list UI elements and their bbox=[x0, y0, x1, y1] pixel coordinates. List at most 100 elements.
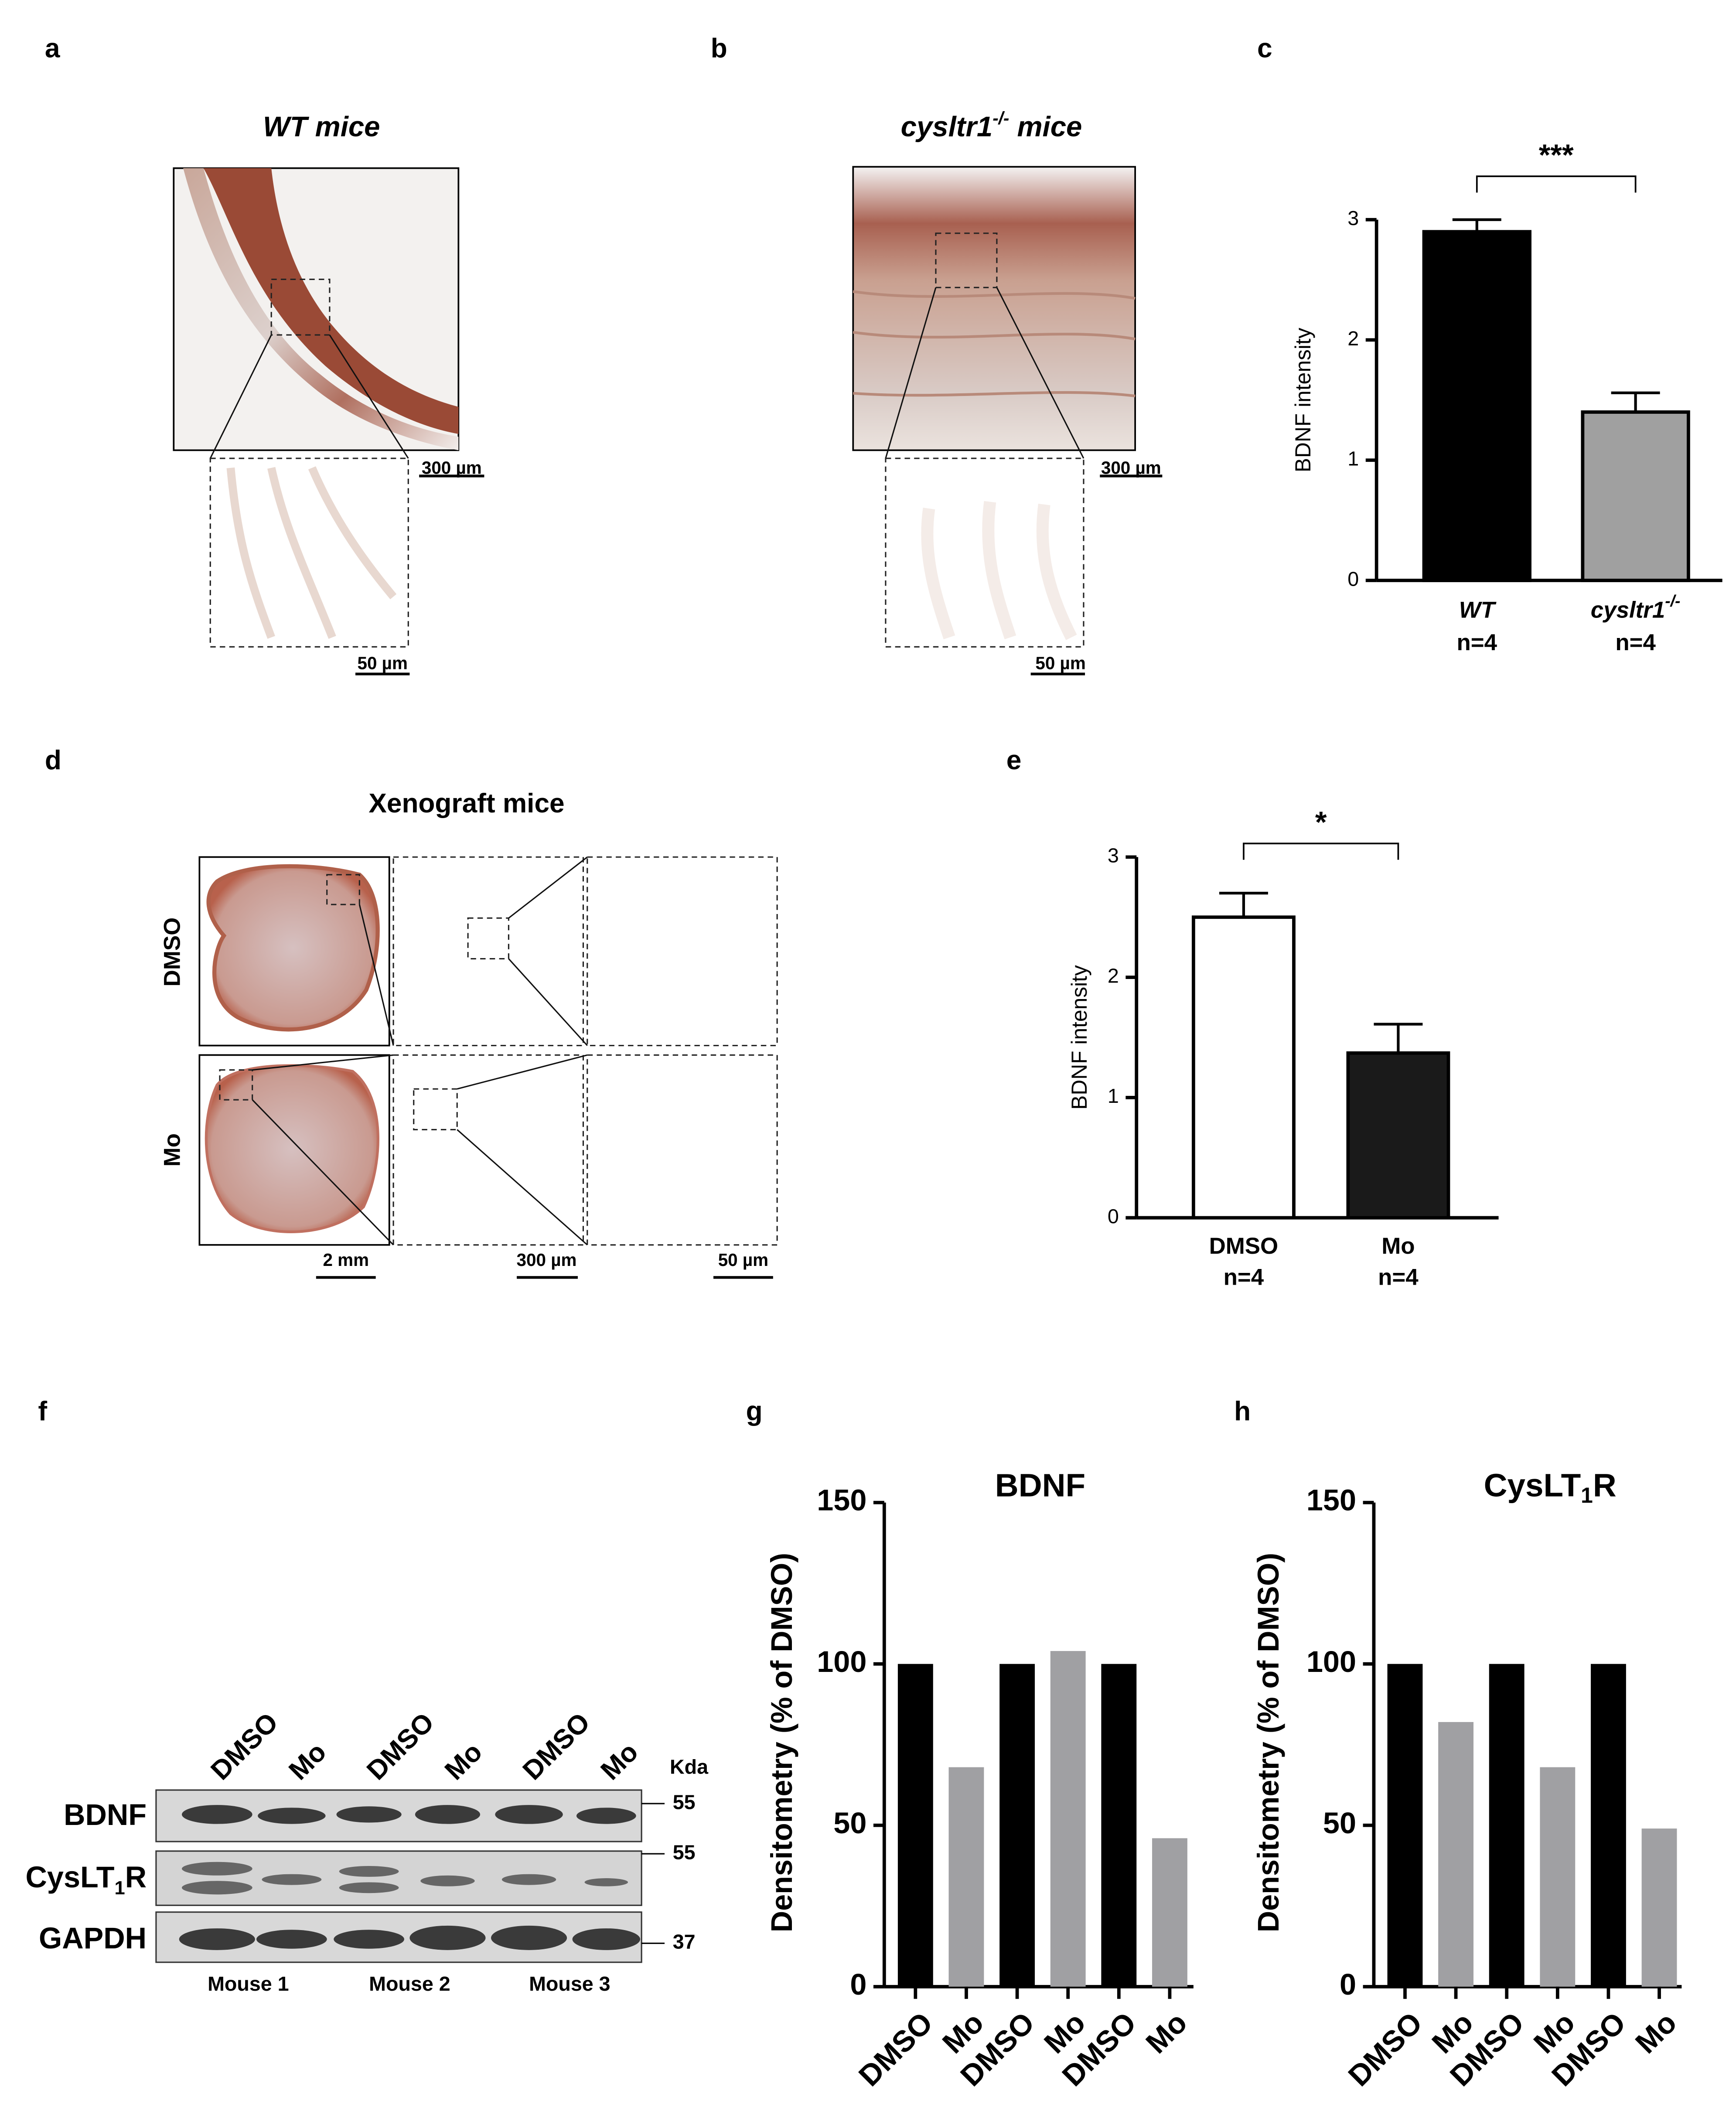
panel-label: a bbox=[45, 33, 60, 63]
bar bbox=[1581, 410, 1690, 582]
sample-size: n=4 bbox=[1224, 1264, 1264, 1290]
x-tick-label: DMSO bbox=[853, 2006, 939, 2093]
lane-label: DMSO bbox=[205, 1707, 284, 1786]
mouse-label: Mouse 1 bbox=[208, 1972, 289, 1995]
bar bbox=[1591, 1664, 1626, 1987]
chart-title: BDNF bbox=[995, 1467, 1085, 1503]
scale-bar-label: 2 mm bbox=[323, 1250, 369, 1270]
bar bbox=[897, 1664, 933, 1987]
micrograph-title-part: -/- bbox=[992, 108, 1009, 128]
bar bbox=[999, 1664, 1035, 1987]
scale-bar-label: 50 µm bbox=[718, 1250, 768, 1270]
band-label-part: 1 bbox=[114, 1877, 125, 1898]
chart-title-part: BDNF bbox=[995, 1467, 1085, 1503]
lane-label: Mo bbox=[283, 1737, 332, 1786]
significance-label: *** bbox=[1539, 139, 1574, 172]
y-tick-label: 2 bbox=[1108, 964, 1119, 987]
mouse-label: Mouse 3 bbox=[529, 1972, 610, 1995]
x-tick-label-part: DMSO bbox=[1342, 2006, 1429, 2093]
y-axis-title: Densitometry (% of DMSO) bbox=[1252, 1553, 1285, 1932]
sample-size: n=4 bbox=[1457, 630, 1497, 655]
micrograph-title-part: mice bbox=[1009, 111, 1082, 143]
y-tick-label: 2 bbox=[1347, 327, 1359, 350]
chart-title-part: R bbox=[1593, 1467, 1617, 1503]
sample-size: n=4 bbox=[1378, 1264, 1419, 1290]
y-tick-label: 50 bbox=[1323, 1807, 1356, 1840]
y-axis-title: Densitometry (% of DMSO) bbox=[765, 1553, 798, 1932]
mouse-label: Mouse 2 bbox=[369, 1972, 450, 1995]
panel-label: e bbox=[1006, 745, 1022, 775]
x-tick-label: WT bbox=[1459, 597, 1497, 623]
x-tick-label: cysltr1-/- bbox=[1591, 592, 1681, 623]
x-tick-label: Mo bbox=[1139, 2006, 1194, 2060]
y-tick-label: 50 bbox=[833, 1807, 866, 1840]
sample-size: n=4 bbox=[1615, 630, 1656, 655]
band-label: CysLT1R bbox=[26, 1861, 147, 1898]
error-bar bbox=[1452, 218, 1501, 232]
panel-label: b bbox=[711, 33, 727, 63]
bar bbox=[1540, 1767, 1576, 1987]
micrograph-a bbox=[173, 167, 484, 675]
bar bbox=[1422, 230, 1531, 582]
scale-bar-label: 300 µm bbox=[422, 458, 482, 478]
chart-title-part: CysLT bbox=[1484, 1467, 1581, 1503]
bar bbox=[1438, 1722, 1474, 1987]
band-label-part: CysLT bbox=[26, 1861, 115, 1894]
band-label: GAPDH bbox=[39, 1922, 147, 1955]
y-axis-title: BDNF intensity bbox=[1291, 327, 1315, 472]
scale-bar-label: 50 µm bbox=[1035, 653, 1085, 673]
marker-label: 55 bbox=[673, 1841, 696, 1863]
row-label: Mo bbox=[159, 1133, 185, 1167]
panel-label: d bbox=[45, 745, 61, 775]
significance-bracket bbox=[1476, 175, 1637, 193]
x-tick-label-part: Mo bbox=[1629, 2006, 1683, 2060]
lane-label: DMSO bbox=[517, 1707, 596, 1786]
micrograph-d bbox=[198, 856, 778, 1279]
panel-label: g bbox=[746, 1396, 763, 1426]
x-tick-label-part: DMSO bbox=[853, 2006, 939, 2093]
significance-bracket bbox=[1243, 842, 1399, 860]
micrograph-title-part: WT mice bbox=[263, 111, 380, 143]
band-label-part: GAPDH bbox=[39, 1922, 147, 1955]
significance-label: * bbox=[1315, 806, 1327, 839]
bar bbox=[1387, 1664, 1423, 1987]
chart-title-part: 1 bbox=[1581, 1483, 1593, 1508]
scale-bar-label: 300 µm bbox=[1101, 458, 1161, 478]
band-label-part: R bbox=[125, 1861, 147, 1894]
band-label-part: BDNF bbox=[64, 1798, 147, 1832]
panel-label: f bbox=[38, 1396, 47, 1426]
panel-label: c bbox=[1257, 33, 1272, 63]
bar bbox=[1050, 1651, 1086, 1987]
error-bar bbox=[1611, 391, 1660, 412]
micrograph-b bbox=[852, 166, 1163, 675]
band-label: BDNF bbox=[64, 1798, 147, 1832]
x-tick-label: Mo bbox=[1629, 2006, 1683, 2060]
bar bbox=[1641, 1828, 1677, 1987]
bar bbox=[1191, 915, 1296, 1220]
y-tick-label: 1 bbox=[1108, 1085, 1119, 1107]
y-tick-label: 0 bbox=[850, 1968, 866, 2001]
lane-label: DMSO bbox=[361, 1707, 440, 1786]
x-tick-label-part: Mo bbox=[1139, 2006, 1194, 2060]
y-tick-label: 100 bbox=[817, 1645, 866, 1678]
bar bbox=[1489, 1664, 1525, 1987]
scale-bar-label: 50 µm bbox=[358, 653, 408, 673]
chart-title: CysLT1R bbox=[1484, 1467, 1617, 1508]
scale-bar-label: 300 µm bbox=[517, 1250, 577, 1270]
marker-label: 37 bbox=[673, 1931, 696, 1953]
y-tick-label: 0 bbox=[1340, 1968, 1356, 2001]
y-tick-label: 1 bbox=[1347, 447, 1359, 470]
y-tick-label: 150 bbox=[1306, 1484, 1356, 1517]
x-tick-label: DMSO bbox=[1342, 2006, 1429, 2093]
unit-label: Kda bbox=[670, 1755, 709, 1778]
lane-label: Mo bbox=[595, 1737, 644, 1786]
x-tick-label-part: Mo bbox=[1381, 1233, 1415, 1259]
micrograph-title: cysltr1-/- mice bbox=[901, 108, 1082, 142]
x-tick-label: Mo bbox=[1381, 1233, 1415, 1259]
y-tick-label: 0 bbox=[1347, 567, 1359, 590]
micrograph-title-part: Xenograft mice bbox=[368, 789, 564, 819]
error-bar bbox=[1219, 891, 1268, 918]
y-tick-label: 3 bbox=[1347, 207, 1359, 229]
micrograph-title-part: cysltr1 bbox=[901, 111, 993, 143]
